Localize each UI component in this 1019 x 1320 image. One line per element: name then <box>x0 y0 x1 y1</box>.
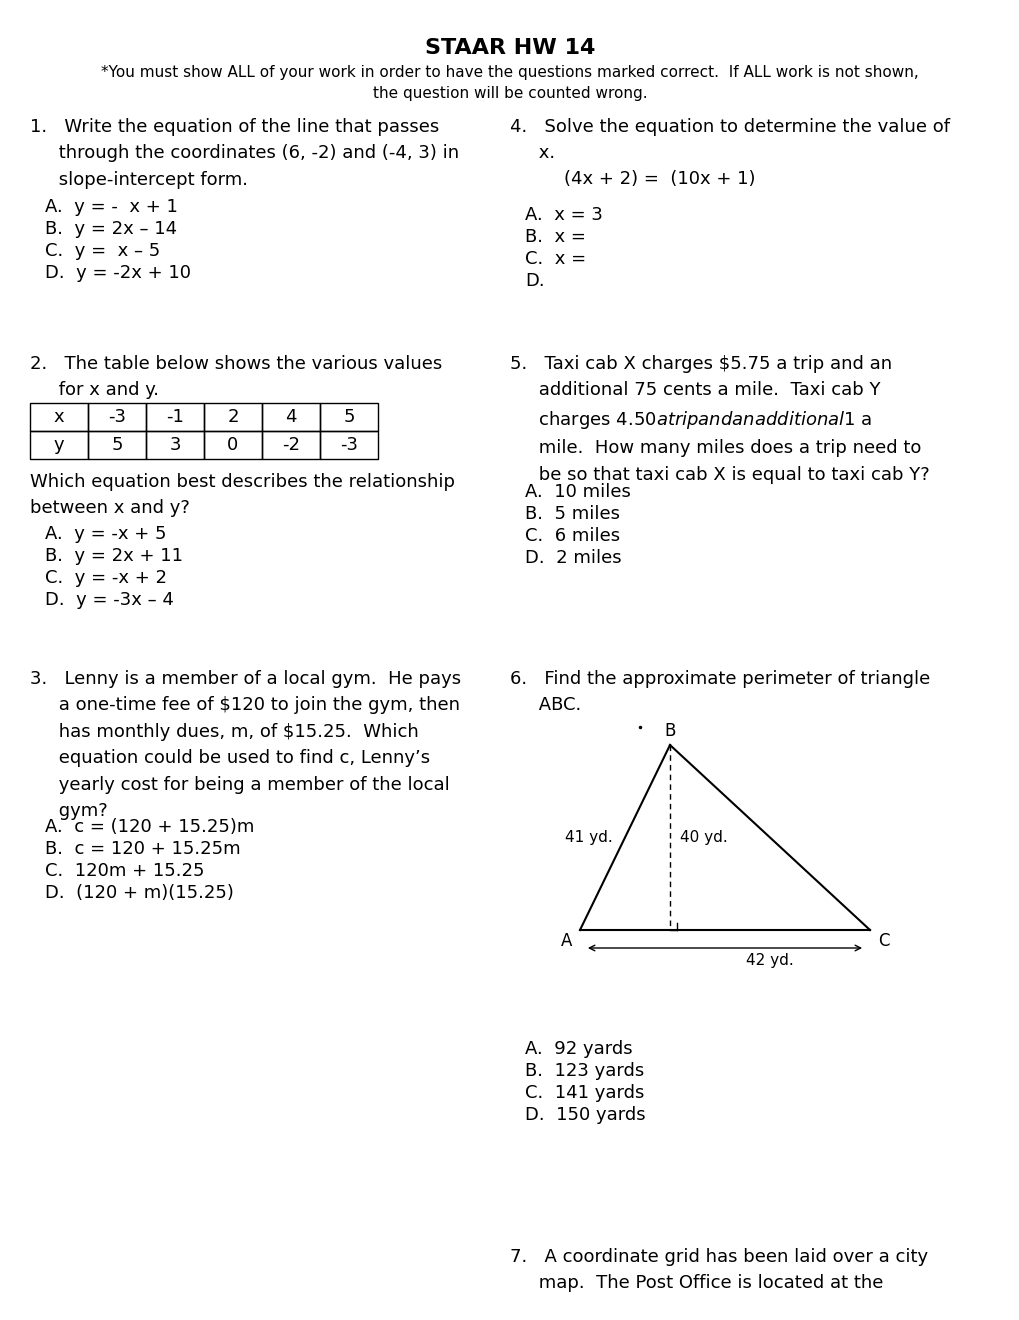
Bar <box>146 403 204 432</box>
Text: 4: 4 <box>285 408 297 426</box>
Bar <box>204 432 262 459</box>
Text: B.  5 miles: B. 5 miles <box>525 506 620 523</box>
Text: B.  123 yards: B. 123 yards <box>525 1063 644 1080</box>
Text: (4x + 2) =  (10x + 1): (4x + 2) = (10x + 1) <box>564 170 755 187</box>
Text: A.  c = (120 + 15.25)m: A. c = (120 + 15.25)m <box>45 818 254 836</box>
Text: 6.   Find the approximate perimeter of triangle
     ABC.: 6. Find the approximate perimeter of tri… <box>510 671 929 714</box>
Text: C.  120m + 15.25: C. 120m + 15.25 <box>45 862 204 880</box>
Text: B.  y = 2x – 14: B. y = 2x – 14 <box>45 220 177 238</box>
Text: 4.   Solve the equation to determine the value of
     x.: 4. Solve the equation to determine the v… <box>510 117 949 162</box>
Text: A.  x = 3: A. x = 3 <box>525 206 602 224</box>
Text: B.  y = 2x + 11: B. y = 2x + 11 <box>45 546 182 565</box>
Text: D.  (120 + m)(15.25): D. (120 + m)(15.25) <box>45 884 233 902</box>
Text: A.  y = -x + 5: A. y = -x + 5 <box>45 525 166 543</box>
Bar <box>30 403 88 432</box>
Text: A.  10 miles: A. 10 miles <box>525 483 631 502</box>
Text: 1.   Write the equation of the line that passes
     through the coordinates (6,: 1. Write the equation of the line that p… <box>30 117 459 189</box>
Bar <box>204 403 262 432</box>
Text: 41 yd.: 41 yd. <box>565 830 612 845</box>
Text: C.  141 yards: C. 141 yards <box>525 1084 644 1102</box>
Text: Which equation best describes the relationship
between x and y?: Which equation best describes the relati… <box>30 473 454 517</box>
Text: x: x <box>54 408 64 426</box>
Text: -1: -1 <box>166 408 183 426</box>
Text: D.  2 miles: D. 2 miles <box>525 549 621 568</box>
Text: C.  y = -x + 2: C. y = -x + 2 <box>45 569 167 587</box>
Text: 5: 5 <box>343 408 355 426</box>
Text: 5.   Taxi cab X charges $5.75 a trip and an
     additional 75 cents a mile.  Ta: 5. Taxi cab X charges $5.75 a trip and a… <box>510 355 929 484</box>
Text: 3.   Lenny is a member of a local gym.  He pays
     a one-time fee of $120 to j: 3. Lenny is a member of a local gym. He … <box>30 671 461 820</box>
Text: C.  y =  x – 5: C. y = x – 5 <box>45 242 160 260</box>
Text: -3: -3 <box>339 436 358 454</box>
Text: 42 yd.: 42 yd. <box>745 953 793 968</box>
Bar <box>146 432 204 459</box>
Bar <box>88 403 146 432</box>
Text: C.  x =: C. x = <box>525 249 586 268</box>
Text: A.  92 yards: A. 92 yards <box>525 1040 632 1059</box>
Bar <box>262 403 320 432</box>
Bar <box>320 432 378 459</box>
Text: C: C <box>877 932 889 950</box>
Text: B.  c = 120 + 15.25m: B. c = 120 + 15.25m <box>45 840 240 858</box>
Text: D.: D. <box>525 272 544 290</box>
Text: D.  y = -3x – 4: D. y = -3x – 4 <box>45 591 173 609</box>
Text: 3: 3 <box>169 436 180 454</box>
Text: 2: 2 <box>227 408 238 426</box>
Bar <box>320 403 378 432</box>
Text: -2: -2 <box>281 436 300 454</box>
Text: D.  y = -2x + 10: D. y = -2x + 10 <box>45 264 191 282</box>
Text: y: y <box>54 436 64 454</box>
Text: 5: 5 <box>111 436 122 454</box>
Text: D.  150 yards: D. 150 yards <box>525 1106 645 1125</box>
Text: 2.   The table below shows the various values
     for x and y.: 2. The table below shows the various val… <box>30 355 442 400</box>
Text: A.  y = -  x + 1: A. y = - x + 1 <box>45 198 177 216</box>
Bar <box>30 432 88 459</box>
Bar <box>262 432 320 459</box>
Text: 40 yd.: 40 yd. <box>680 830 727 845</box>
Text: STAAR HW 14: STAAR HW 14 <box>424 38 595 58</box>
Text: *You must show ALL of your work in order to have the questions marked correct.  : *You must show ALL of your work in order… <box>101 65 918 102</box>
Text: -3: -3 <box>108 408 126 426</box>
Text: B.  x =: B. x = <box>525 228 585 246</box>
Text: 7.   A coordinate grid has been laid over a city
     map.  The Post Office is l: 7. A coordinate grid has been laid over … <box>510 1247 927 1292</box>
Text: C.  6 miles: C. 6 miles <box>525 527 620 545</box>
Bar <box>88 432 146 459</box>
Text: A: A <box>560 932 572 950</box>
Text: 0: 0 <box>227 436 238 454</box>
Text: B: B <box>663 722 675 741</box>
